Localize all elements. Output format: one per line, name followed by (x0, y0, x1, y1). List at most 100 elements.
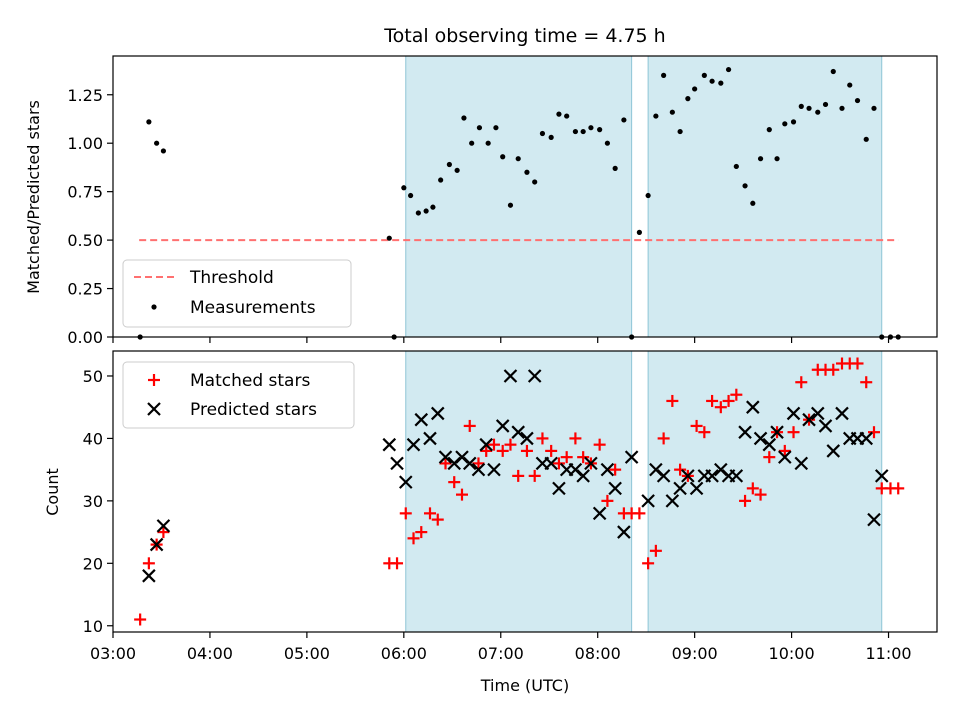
matched-star-point (504, 438, 517, 451)
matched-star-point (487, 438, 500, 451)
measurement-point (854, 97, 861, 104)
measurement-point (524, 169, 530, 175)
legend-measurements-swatch (151, 304, 157, 310)
x-tick-label: 05:00 (284, 644, 330, 663)
matched-star-point (577, 451, 590, 464)
measurement-point (408, 192, 414, 199)
measurement-point (701, 72, 707, 78)
bottom-y-ticks: 10 20 30 40 50 (83, 367, 113, 636)
matched-star-point (778, 444, 791, 457)
y-tick-label: 0.00 (67, 328, 103, 347)
shaded-interval-1 (647, 55, 883, 338)
measurement-point (430, 204, 436, 210)
measurement-point (154, 140, 160, 146)
matched-star-point (795, 376, 808, 389)
matched-star-point (157, 526, 170, 539)
matched-star-point (569, 432, 582, 445)
top-legend: Threshold Measurements (122, 259, 352, 328)
matched-star-point (827, 363, 840, 376)
measurement-point (423, 208, 429, 214)
measurement-point (493, 125, 499, 131)
predicted-star-point (624, 450, 639, 464)
measurement-point (469, 140, 475, 146)
measurement-point (485, 140, 491, 146)
predicted-star-point (656, 469, 671, 483)
predicted-star-point (770, 425, 784, 439)
measurement-point (750, 200, 756, 206)
predicted-star-point (681, 469, 695, 483)
legend-matched-swatch (148, 374, 160, 386)
measurement-point (461, 115, 467, 121)
predicted-star-point (503, 369, 518, 383)
predicted-star-point (874, 469, 889, 483)
predicted-star-point (398, 475, 413, 489)
measurement-point (782, 121, 788, 127)
measurement-point (500, 154, 506, 160)
x-axis-label: Time (UTC) (480, 676, 569, 695)
predicted-star-point (423, 431, 437, 446)
predicted-star-point (142, 569, 156, 583)
measurement-point (645, 192, 651, 199)
chart-title: Total observing time = 4.75 h (383, 25, 665, 47)
measurement-point (847, 82, 853, 88)
matched-star-point (633, 507, 646, 520)
measurement-point (661, 72, 667, 78)
predicted-star-point (406, 437, 421, 452)
measurement-point (580, 128, 586, 135)
measurement-point (621, 117, 627, 123)
predicted-star-point (382, 437, 397, 452)
predicted-star-point (738, 425, 752, 439)
measurement-point (709, 78, 715, 84)
y-tick-label: 0.50 (67, 231, 103, 250)
matched-star-point (666, 394, 679, 407)
measurement-point (757, 156, 764, 162)
x-tick-label: 06:00 (381, 644, 427, 663)
predicted-star-point (608, 481, 622, 496)
matched-star-point (867, 426, 880, 439)
predicted-star-point (438, 450, 453, 464)
predicted-star-point (835, 406, 849, 421)
measurement-point (556, 111, 562, 117)
measurement-point (446, 161, 452, 168)
matched-star-point (698, 426, 711, 439)
matched-star-point (690, 419, 703, 432)
top-y-axis-label: Matched/Predicted stars (24, 100, 43, 294)
predicted-star-point (156, 519, 171, 533)
predicted-star-point (778, 450, 792, 464)
y-tick-label: 50 (83, 367, 103, 386)
predicted-star-point (527, 369, 542, 383)
matched-star-point (649, 544, 662, 557)
matched-star-point (642, 557, 655, 570)
bottom-axes-frame (112, 350, 938, 633)
matched-star-point (496, 444, 509, 457)
legend-threshold-label: Threshold (189, 268, 274, 288)
measurement-point (677, 128, 683, 135)
measurement-point (415, 210, 421, 216)
predicted-star-point (552, 481, 566, 496)
matched-star-point (746, 482, 759, 495)
matched-star-point (860, 376, 873, 389)
predicted-star-point (462, 456, 477, 471)
measurement-point (507, 202, 514, 208)
predicted-star-point (430, 406, 445, 421)
matched-star-point (415, 526, 428, 539)
predicted-star-point (511, 425, 525, 439)
measurement-point (742, 183, 748, 189)
predicted-star-point (495, 419, 510, 433)
matched-star-point (407, 532, 420, 545)
legend-matched-label: Matched stars (190, 371, 310, 391)
x-tick-label: 09:00 (672, 644, 718, 663)
y-tick-label: 0.75 (67, 183, 103, 202)
measurement-point (822, 101, 829, 108)
top-axes-frame (112, 55, 938, 338)
measurement-point (718, 80, 724, 86)
measurement-point (476, 125, 483, 131)
matched-star-point (739, 494, 752, 507)
y-tick-label: 40 (83, 429, 103, 448)
measurement-point (597, 127, 603, 133)
matched-star-point (512, 469, 525, 482)
measurement-point (636, 229, 642, 235)
predicted-star-point (390, 456, 404, 471)
matched-star-point (609, 463, 622, 476)
legend-predicted-label: Predicted stars (190, 400, 317, 420)
